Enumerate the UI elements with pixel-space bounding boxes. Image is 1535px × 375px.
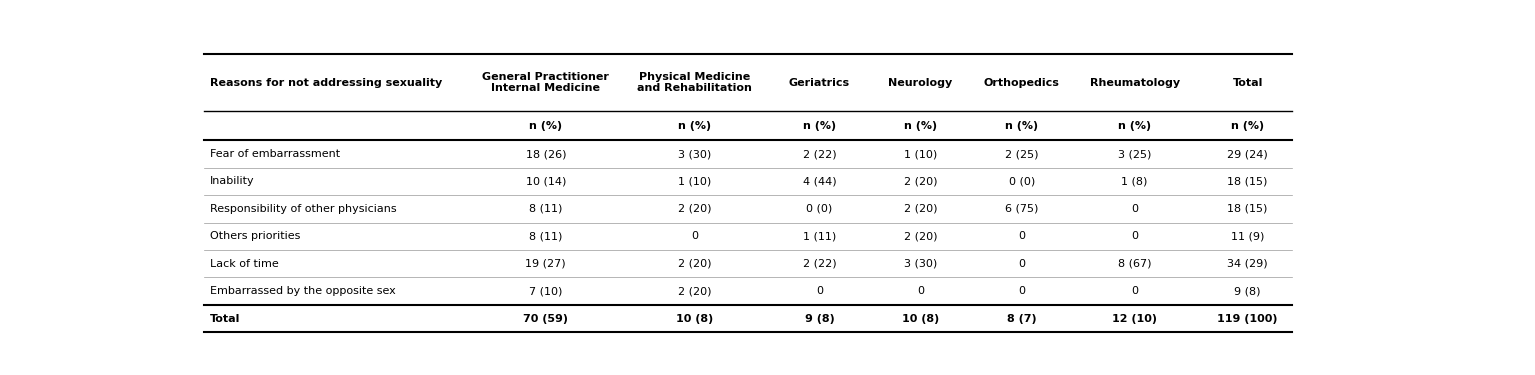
Text: 2 (22): 2 (22) bbox=[803, 259, 837, 269]
Text: Total: Total bbox=[1233, 78, 1263, 87]
Text: 19 (27): 19 (27) bbox=[525, 259, 566, 269]
Text: n (%): n (%) bbox=[803, 121, 837, 131]
Text: n (%): n (%) bbox=[904, 121, 936, 131]
Text: Neurology: Neurology bbox=[889, 78, 953, 87]
Text: 2 (20): 2 (20) bbox=[678, 286, 711, 296]
Text: Others priorities: Others priorities bbox=[210, 231, 301, 241]
Text: 2 (22): 2 (22) bbox=[803, 149, 837, 159]
Text: 2 (20): 2 (20) bbox=[904, 231, 938, 241]
Text: Orthopedics: Orthopedics bbox=[984, 78, 1059, 87]
Text: n (%): n (%) bbox=[678, 121, 711, 131]
Text: Lack of time: Lack of time bbox=[210, 259, 278, 269]
Text: n (%): n (%) bbox=[1231, 121, 1265, 131]
Text: Inability: Inability bbox=[210, 176, 255, 186]
Text: 1 (10): 1 (10) bbox=[678, 176, 711, 186]
Text: 2 (25): 2 (25) bbox=[1005, 149, 1038, 159]
Text: 10 (14): 10 (14) bbox=[525, 176, 566, 186]
Text: 8 (7): 8 (7) bbox=[1007, 314, 1036, 324]
Text: n (%): n (%) bbox=[1117, 121, 1151, 131]
Text: n (%): n (%) bbox=[530, 121, 562, 131]
Text: Reasons for not addressing sexuality: Reasons for not addressing sexuality bbox=[210, 78, 442, 87]
Text: 11 (9): 11 (9) bbox=[1231, 231, 1265, 241]
Text: 29 (24): 29 (24) bbox=[1228, 149, 1268, 159]
Text: 0: 0 bbox=[817, 286, 823, 296]
Text: 119 (100): 119 (100) bbox=[1217, 314, 1279, 324]
Text: 2 (20): 2 (20) bbox=[904, 176, 938, 186]
Text: 18 (15): 18 (15) bbox=[1228, 204, 1268, 214]
Text: 1 (11): 1 (11) bbox=[803, 231, 837, 241]
Text: Rheumatology: Rheumatology bbox=[1090, 78, 1180, 87]
Text: 4 (44): 4 (44) bbox=[803, 176, 837, 186]
Text: 2 (20): 2 (20) bbox=[678, 204, 711, 214]
Text: 0: 0 bbox=[691, 231, 698, 241]
Text: General Practitioner
Internal Medicine: General Practitioner Internal Medicine bbox=[482, 72, 609, 93]
Text: 70 (59): 70 (59) bbox=[523, 314, 568, 324]
Text: 10 (8): 10 (8) bbox=[903, 314, 939, 324]
Text: 2 (20): 2 (20) bbox=[904, 204, 938, 214]
Text: 12 (10): 12 (10) bbox=[1113, 314, 1157, 324]
Text: 0: 0 bbox=[1131, 286, 1137, 296]
Text: Fear of embarrassment: Fear of embarrassment bbox=[210, 149, 339, 159]
Text: 0 (0): 0 (0) bbox=[1008, 176, 1035, 186]
Text: Geriatrics: Geriatrics bbox=[789, 78, 850, 87]
Text: 18 (26): 18 (26) bbox=[525, 149, 566, 159]
Text: 0: 0 bbox=[1131, 231, 1137, 241]
Text: 3 (25): 3 (25) bbox=[1117, 149, 1151, 159]
Text: Total: Total bbox=[210, 314, 239, 324]
Text: 10 (8): 10 (8) bbox=[675, 314, 714, 324]
Text: 3 (30): 3 (30) bbox=[904, 259, 938, 269]
Text: 1 (8): 1 (8) bbox=[1122, 176, 1148, 186]
Text: 18 (15): 18 (15) bbox=[1228, 176, 1268, 186]
Text: Embarrassed by the opposite sex: Embarrassed by the opposite sex bbox=[210, 286, 396, 296]
Text: 0: 0 bbox=[916, 286, 924, 296]
Text: 7 (10): 7 (10) bbox=[530, 286, 562, 296]
Text: 2 (20): 2 (20) bbox=[678, 259, 711, 269]
Text: 0: 0 bbox=[1018, 286, 1025, 296]
Text: 9 (8): 9 (8) bbox=[804, 314, 835, 324]
Text: 0: 0 bbox=[1018, 259, 1025, 269]
Text: 0: 0 bbox=[1131, 204, 1137, 214]
Text: 8 (11): 8 (11) bbox=[530, 231, 562, 241]
Text: 8 (11): 8 (11) bbox=[530, 204, 562, 214]
Text: n (%): n (%) bbox=[1005, 121, 1038, 131]
Text: Physical Medicine
and Rehabilitation: Physical Medicine and Rehabilitation bbox=[637, 72, 752, 93]
Text: 3 (30): 3 (30) bbox=[678, 149, 711, 159]
Text: 0 (0): 0 (0) bbox=[806, 204, 832, 214]
Text: 8 (67): 8 (67) bbox=[1117, 259, 1151, 269]
Text: 34 (29): 34 (29) bbox=[1228, 259, 1268, 269]
Text: 0: 0 bbox=[1018, 231, 1025, 241]
Text: 6 (75): 6 (75) bbox=[1005, 204, 1038, 214]
Text: Responsibility of other physicians: Responsibility of other physicians bbox=[210, 204, 396, 214]
Text: 9 (8): 9 (8) bbox=[1234, 286, 1260, 296]
Text: 1 (10): 1 (10) bbox=[904, 149, 938, 159]
